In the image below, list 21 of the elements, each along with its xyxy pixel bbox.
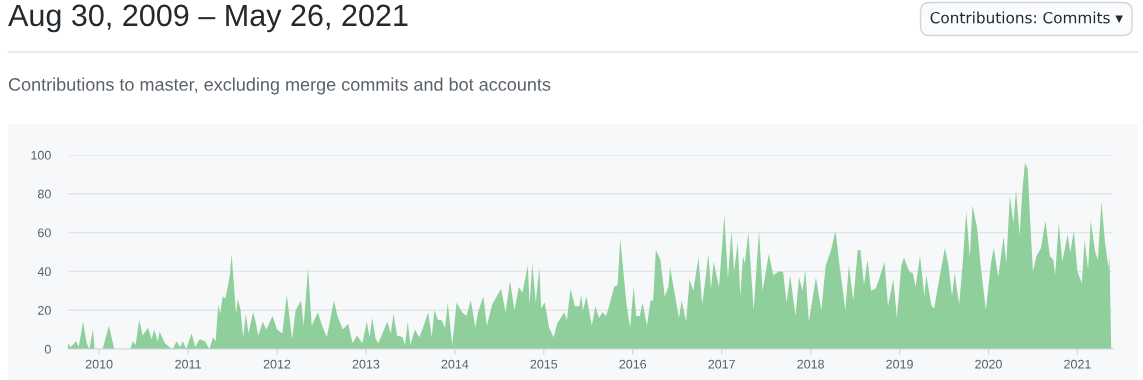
x-tick-label: 2019 [886, 359, 913, 369]
x-tick-label: 2020 [975, 359, 1002, 369]
y-tick-label: 80 [37, 189, 51, 199]
x-tick-label: 2011 [175, 359, 201, 369]
x-tick-label: 2015 [530, 359, 558, 369]
y-tick-label: 100 [31, 150, 51, 160]
x-tick-label: 2012 [263, 359, 291, 369]
x-tick-label: 2014 [441, 359, 469, 369]
chart-subtitle: Contributions to master, excluding merge commits and bot accounts [8, 77, 551, 95]
y-tick-label: 20 [38, 306, 51, 315]
x-tick-label: 2018 [797, 359, 824, 369]
x-tick-label: 2010 [85, 359, 113, 369]
x-tick-label: 2021 [1064, 359, 1091, 369]
x-tick-label: 2013 [352, 359, 380, 369]
x-tick-label: 2016 [619, 359, 647, 369]
text: Contributions: Commits ▾ [930, 11, 1123, 24]
y-tick-label: 60 [38, 228, 51, 238]
chart-title: Aug 30, 2009 – May 26, 2021 [8, 4, 408, 33]
y-tick-label: 0 [44, 344, 51, 354]
y-tick-label: 40 [37, 267, 51, 277]
x-tick-label: 2017 [708, 359, 735, 369]
